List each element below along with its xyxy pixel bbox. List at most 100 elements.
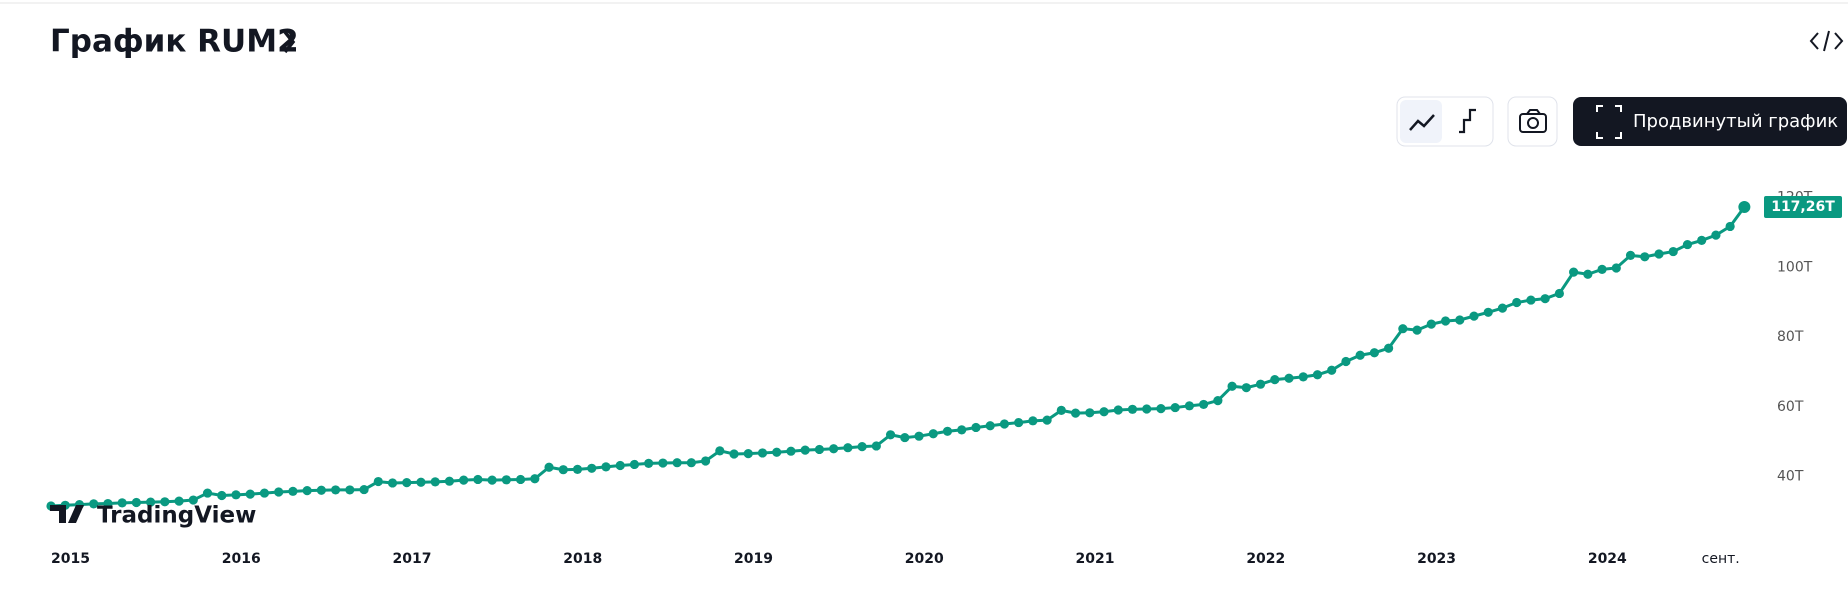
x-tick-label: 2021 (1076, 551, 1115, 567)
data-point (1042, 415, 1052, 425)
data-point (117, 498, 127, 508)
advanced-chart-label[interactable]: Продвинутый график (1633, 111, 1838, 132)
x-tick-label: 2020 (905, 551, 944, 567)
data-point (1170, 402, 1180, 413)
screenshot-button[interactable] (1507, 96, 1558, 147)
data-point (1241, 383, 1251, 393)
data-point (800, 445, 810, 455)
data-point (89, 499, 99, 509)
data-point (1156, 404, 1166, 414)
data-point (174, 496, 184, 506)
data-point (957, 425, 967, 435)
data-point (245, 489, 255, 499)
data-point (188, 495, 198, 505)
data-point (1127, 404, 1138, 414)
data-point (1184, 401, 1194, 411)
data-point (672, 458, 682, 468)
data-point (530, 474, 540, 484)
data-point (1355, 350, 1365, 360)
data-point (302, 486, 312, 496)
last-value-label: 117,26T (1771, 199, 1835, 215)
camera-icon (1519, 109, 1547, 133)
data-point (1113, 405, 1123, 415)
embed-icon[interactable] (1809, 30, 1844, 52)
data-point (786, 446, 796, 456)
data-point (217, 490, 227, 501)
data-point (999, 419, 1010, 429)
data-point (629, 459, 640, 470)
data-point (1284, 373, 1294, 383)
data-point (700, 456, 711, 466)
data-point (259, 488, 270, 498)
data-point (1085, 408, 1095, 418)
data-point (1440, 316, 1451, 326)
data-point (1227, 381, 1237, 391)
data-point (1583, 269, 1593, 279)
data-point (1611, 263, 1621, 273)
data-point (1327, 365, 1337, 375)
data-point (331, 485, 341, 495)
data-point (359, 484, 369, 495)
data-point (515, 474, 526, 485)
data-point (103, 498, 113, 509)
data-point (985, 421, 995, 431)
data-point (1625, 250, 1636, 261)
data-point (1738, 201, 1751, 214)
data-point (1142, 404, 1152, 414)
data-point (1070, 408, 1081, 418)
data-point (202, 488, 213, 498)
data-point (1341, 356, 1351, 367)
data-point (501, 475, 511, 485)
data-point (1711, 230, 1721, 240)
data-point (757, 448, 768, 458)
data-point (373, 476, 383, 487)
data-point (544, 462, 554, 472)
data-point (1640, 252, 1650, 262)
data-point (971, 422, 981, 433)
line-style-button[interactable] (1400, 100, 1442, 143)
data-point (558, 465, 568, 475)
x-tick-label: 2022 (1246, 551, 1285, 567)
data-point (1213, 395, 1223, 406)
data-point (715, 446, 725, 456)
data-point (473, 474, 483, 485)
y-tick-label: 40T (1777, 469, 1804, 485)
data-point (1014, 417, 1024, 428)
page-title[interactable]: График RUM2 (50, 24, 299, 60)
data-point (587, 463, 597, 473)
data-point (814, 444, 825, 455)
y-tick-label: 80T (1777, 329, 1804, 345)
step-style-icon[interactable] (1459, 108, 1476, 134)
data-point (1668, 246, 1678, 257)
data-point (914, 431, 924, 441)
x-tick-label: 2016 (222, 551, 261, 567)
data-point (928, 429, 938, 439)
data-point (829, 444, 839, 454)
data-point (601, 462, 611, 472)
data-point (231, 490, 241, 500)
line-style-icon (1409, 114, 1435, 131)
data-point (1725, 221, 1735, 232)
data-point (843, 443, 853, 453)
data-point (1569, 267, 1579, 277)
data-point (1597, 264, 1607, 274)
data-point (1255, 379, 1266, 389)
title-chevron[interactable] (283, 30, 296, 54)
data-point (1512, 297, 1522, 308)
plot-area: 40T60T80T100T120T20152016201720182019202… (46, 189, 1842, 567)
advanced-chart-button[interactable] (1573, 97, 1847, 146)
data-point (487, 475, 497, 485)
data-point (459, 475, 469, 485)
data-point (1369, 348, 1379, 358)
data-point (1426, 319, 1436, 329)
data-point (1298, 372, 1308, 382)
data-point (1099, 407, 1109, 417)
data-point (131, 497, 141, 508)
data-point (1056, 405, 1066, 415)
data-point (1682, 239, 1693, 250)
data-point (615, 460, 625, 471)
data-point (772, 447, 782, 457)
data-point (729, 449, 739, 459)
data-point (430, 477, 440, 487)
